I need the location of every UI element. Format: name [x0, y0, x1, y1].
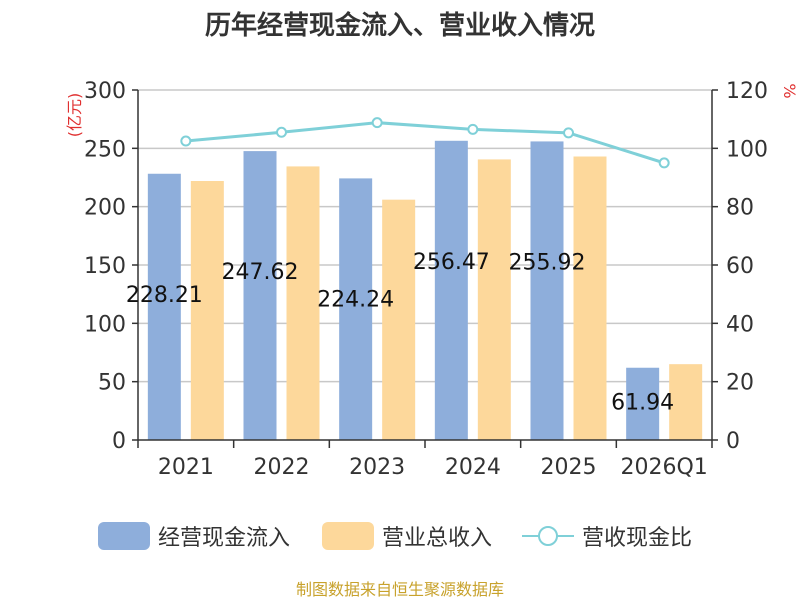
ratio-point-2025: [563, 127, 574, 139]
x-tick-label-2024: 2024: [445, 455, 501, 480]
legend-label-revenue: 营业总收入: [382, 526, 493, 551]
data-label-cash-inflow-2024: 256.47: [413, 250, 490, 275]
legend-swatch-revenue: [322, 522, 374, 550]
data-label-cash-inflow-2021: 228.21: [126, 283, 203, 308]
y2-tick-label-3: 60: [726, 254, 754, 279]
x-tick-label-2025: 2025: [541, 455, 597, 480]
bar-cash-inflow-2025: [530, 141, 564, 440]
x-tick-label-2026Q1: 2026Q1: [621, 455, 708, 480]
data-label-cash-inflow-2026Q1: 61.94: [611, 391, 674, 416]
ratio-point-2021: [180, 135, 192, 147]
ratio-point-2022: [276, 126, 287, 138]
y2-tick-label-4: 80: [726, 196, 754, 221]
bar-revenue-2023: [382, 199, 416, 440]
ratio-line: [185, 121, 665, 165]
bar-cash-inflow-2022: [243, 151, 277, 441]
x-tick-label-2021: 2021: [158, 455, 214, 480]
y-tick-label-3: 150: [84, 254, 126, 279]
legend-item-revenue[interactable]: 营业总收入: [322, 516, 492, 556]
chart-title: 历年经营现金流入、营业收入情况: [205, 10, 595, 41]
y-tick-label-4: 200: [84, 196, 126, 221]
data-label-cash-inflow-2022: 247.62: [222, 260, 299, 285]
y-axis-label: (亿元): [65, 93, 84, 138]
bar-revenue-2026Q1: [669, 364, 703, 440]
legend-line-marker: [522, 522, 574, 550]
legend-item-cash-inflow[interactable]: 经营现金流入: [98, 516, 290, 556]
bar-revenue-2025: [573, 156, 607, 440]
y-tick-label-0: 0: [112, 429, 126, 454]
bar-cash-inflow-2021: [147, 173, 181, 440]
bar-revenue-2024: [477, 159, 511, 440]
legend-label-cash-inflow: 经营现金流入: [158, 526, 291, 551]
ratio-point-2024: [467, 123, 479, 135]
bar-revenue-2021: [190, 181, 224, 440]
y-tick-label-5: 250: [84, 137, 126, 162]
y-tick-label-6: 300: [84, 79, 126, 104]
y2-axis-label: %: [780, 83, 799, 98]
legend-item-ratio[interactable]: 营收现金比: [522, 516, 692, 556]
source-footer: 制图数据来自恒生聚源数据库: [295, 580, 504, 599]
bar-cash-inflow-2023: [339, 178, 373, 441]
y2-tick-label-5: 100: [726, 137, 768, 162]
bar-cash-inflow-2026Q1: [626, 367, 660, 440]
y2-tick-label-1: 20: [726, 371, 754, 396]
bar-cash-inflow-2024: [434, 140, 468, 440]
y2-tick-label-6: 120: [726, 79, 768, 104]
y2-tick-label-0: 0: [726, 429, 740, 454]
data-label-cash-inflow-2025: 255.92: [509, 250, 586, 275]
data-label-cash-inflow-2023: 224.24: [317, 287, 394, 312]
bar-revenue-2022: [286, 166, 320, 440]
ratio-point-2023: [371, 117, 383, 129]
legend: 经营现金流入 营业总收入 营收现金比: [0, 516, 800, 556]
y-tick-label-1: 50: [98, 371, 126, 396]
y-tick-label-2: 100: [84, 312, 126, 337]
legend-label-ratio: 营收现金比: [582, 526, 693, 551]
y2-tick-label-2: 40: [726, 312, 754, 337]
legend-swatch-cash-inflow: [98, 522, 150, 550]
ratio-point-2026Q1: [658, 157, 670, 169]
plot-area: 0 50 100 150 200 250 300 0 20 40 60 80 100 120 2021 202…: [84, 79, 768, 480]
x-tick-label-2023: 2023: [349, 455, 405, 480]
x-tick-label-2022: 2022: [254, 455, 310, 480]
